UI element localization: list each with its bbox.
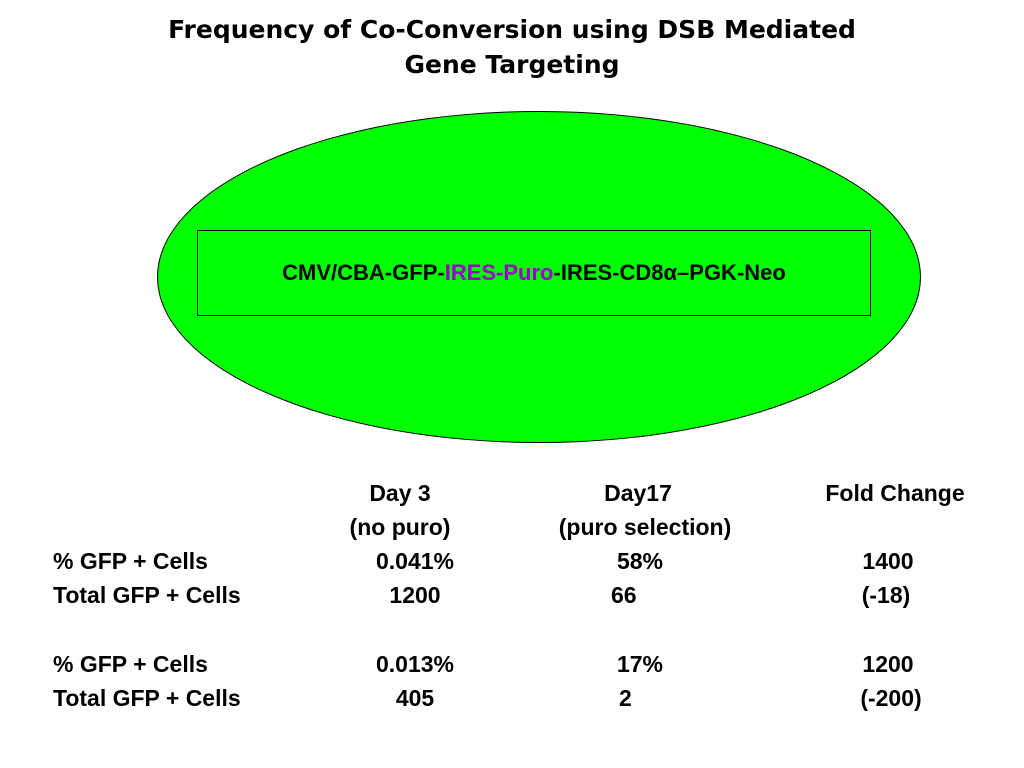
row-day3-value: 405 [395,685,435,711]
row-day17-value: 17% [616,651,664,677]
row-fold-value: (-200) [860,685,922,711]
slide-title: Frequency of Co-Conversion using DSB Med… [0,12,1024,82]
header-fold-change: Fold Change [825,480,965,506]
row-label: Total GFP + Cells [53,582,241,608]
row-day3-value: 1200 [389,582,441,608]
row-label: % GFP + Cells [53,548,208,574]
construct-box: CMV/CBA-GFP- IRES-Puro -IRES-CD8α–PGK-Neo [197,230,871,316]
row-day3-value: 0.041% [375,548,454,574]
row-day17-value: 66 [611,582,637,608]
construct-ires-puro: IRES-Puro [444,260,554,285]
row-fold-value: 1200 [862,651,914,677]
row-day17-value: 58% [616,548,664,574]
row-fold-value: 1400 [862,548,914,574]
row-day17-value: 2 [619,685,632,711]
title-line-2: Gene Targeting [404,50,620,79]
header-day3: Day 3 [369,480,431,506]
header-day3-sub: (no puro) [349,514,451,540]
construct-part-1: CMV/CBA-GFP- [282,260,445,285]
row-label: Total GFP + Cells [53,685,241,711]
construct-part-3: -IRES-CD8α–PGK-Neo [553,260,786,285]
title-line-1: Frequency of Co-Conversion using DSB Med… [168,15,856,44]
header-day17: Day17 [604,480,672,506]
green-ellipse [157,111,921,443]
header-day17-sub: (puro selection) [558,514,732,540]
row-fold-value: (-18) [861,582,911,608]
row-day3-value: 0.013% [375,651,454,677]
row-label: % GFP + Cells [53,651,208,677]
